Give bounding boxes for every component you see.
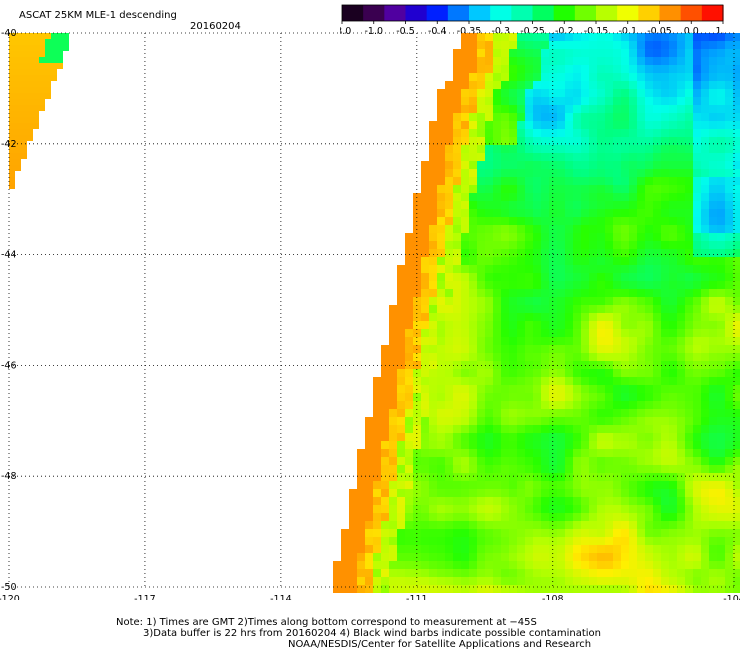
lat-tick-label: -44 bbox=[1, 250, 17, 261]
colorbar-tick-label: 1.0 bbox=[715, 26, 725, 36]
colorbar-tick-label: -0.4 bbox=[428, 26, 447, 36]
colorbar-swatch bbox=[617, 5, 639, 21]
colorbar-swatch bbox=[490, 5, 512, 21]
colorbar-tick-label: -0.2 bbox=[555, 26, 574, 36]
lon-tick-label: -111 bbox=[406, 594, 428, 600]
colorbar: -3.0-1.0-0.5-0.4-0.35-0.3-0.25-0.2-0.15-… bbox=[340, 4, 725, 36]
colorbar-swatch bbox=[342, 5, 364, 21]
map-plot: -40 -42 -44 -46 -48 -50-120 -117 -114 -111 -108 -1… bbox=[0, 28, 740, 600]
lon-tick-label: -108 bbox=[542, 594, 564, 600]
note-line-1: Note: 1) Times are GMT 2)Times along bot… bbox=[116, 617, 537, 628]
colorbar-swatch bbox=[405, 5, 428, 21]
colorbar-tick-label: -3.0 bbox=[340, 26, 351, 36]
colorbar-tick-label: -0.05 bbox=[647, 26, 672, 36]
colorbar-swatch bbox=[532, 5, 555, 21]
figure-title: ASCAT 25KM MLE-1 descending bbox=[19, 10, 177, 21]
lon-tick-label: -114 bbox=[270, 594, 292, 600]
lat-tick-label: -46 bbox=[1, 360, 17, 371]
lat-tick-label: -40 bbox=[1, 28, 17, 39]
colorbar-tick-label: -0.3 bbox=[491, 26, 510, 36]
colorbar-tick-label: -0.1 bbox=[618, 26, 637, 36]
colorbar-tick-label: 0.0 bbox=[684, 26, 699, 36]
colorbar-swatch bbox=[363, 5, 385, 21]
lon-tick-label: -120 bbox=[0, 594, 20, 600]
colorbar-swatch bbox=[680, 5, 703, 21]
colorbar-tick-label: -0.35 bbox=[457, 26, 482, 36]
grid-lines bbox=[8, 32, 735, 588]
lat-tick-label: -42 bbox=[1, 139, 17, 150]
colorbar-swatch bbox=[511, 5, 534, 21]
colorbar-swatch bbox=[426, 5, 449, 21]
lon-tick-label: -117 bbox=[134, 594, 156, 600]
colorbar-tick-label: -1.0 bbox=[364, 26, 383, 36]
colorbar-swatch bbox=[384, 5, 407, 21]
figure-date: 20160204 bbox=[190, 21, 241, 32]
colorbar-swatch bbox=[469, 5, 491, 21]
note-line-3: NOAA/NESDIS/Center for Satellite Applica… bbox=[288, 639, 592, 650]
lat-tick-label: -48 bbox=[1, 471, 17, 482]
colorbar-swatch bbox=[553, 5, 576, 21]
colorbar-swatch bbox=[574, 5, 597, 21]
colorbar-swatch bbox=[659, 5, 682, 21]
note-line-2: 3)Data buffer is 22 hrs from 20160204 4)… bbox=[143, 628, 601, 639]
colorbar-swatch bbox=[701, 5, 724, 21]
colorbar-tick-label: -0.5 bbox=[396, 26, 415, 36]
lon-tick-label: -104 bbox=[723, 594, 740, 600]
colorbar-tick-label: -0.15 bbox=[584, 26, 609, 36]
colorbar-swatch bbox=[596, 5, 618, 21]
lat-tick-label: -50 bbox=[1, 582, 17, 593]
colorbar-tick-label: -0.25 bbox=[520, 26, 545, 36]
colorbar-swatch bbox=[447, 5, 470, 21]
wind-data-layer bbox=[9, 33, 740, 593]
colorbar-swatch bbox=[638, 5, 661, 21]
